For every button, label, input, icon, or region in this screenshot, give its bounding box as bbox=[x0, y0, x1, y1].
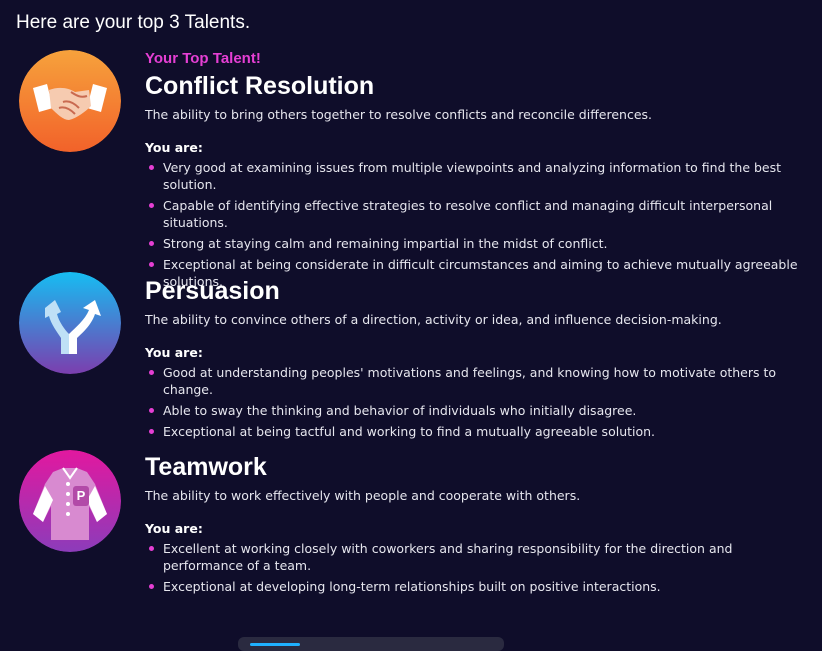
trait-list: Good at understanding peoples' motivatio… bbox=[145, 364, 805, 440]
list-item: Very good at examining issues from multi… bbox=[145, 159, 805, 193]
talent-content: Teamwork The ability to work effectively… bbox=[145, 452, 805, 599]
fork-arrows-icon bbox=[19, 272, 121, 374]
you-are-label: You are: bbox=[145, 521, 203, 536]
talent-title: Conflict Resolution bbox=[145, 72, 375, 100]
talent-title: Teamwork bbox=[145, 453, 267, 481]
talent-title: Persuasion bbox=[145, 277, 280, 305]
bottom-scroll-bar[interactable] bbox=[238, 637, 504, 651]
list-item: Able to sway the thinking and behavior o… bbox=[145, 402, 805, 419]
jacket-letter: P bbox=[76, 488, 86, 503]
talent-content: Your Top Talent! Conflict Resolution The… bbox=[145, 50, 805, 294]
scroll-accent bbox=[250, 643, 300, 646]
trait-list: Excellent at working closely with cowork… bbox=[145, 540, 805, 595]
handshake-icon bbox=[19, 50, 121, 152]
page-title: Here are your top 3 Talents. bbox=[16, 12, 251, 33]
talent-content: Persuasion The ability to convince other… bbox=[145, 276, 805, 444]
list-item: Exceptional at developing long-term rela… bbox=[145, 578, 805, 595]
list-item: Exceptional at being considerate in diff… bbox=[145, 256, 805, 290]
list-item: Good at understanding peoples' motivatio… bbox=[145, 364, 805, 398]
you-are-label: You are: bbox=[145, 140, 203, 155]
list-item: Strong at staying calm and remaining imp… bbox=[145, 235, 805, 252]
top-talent-badge: Your Top Talent! bbox=[145, 50, 261, 67]
list-item: Capable of identifying effective strateg… bbox=[145, 197, 805, 231]
talent-description: The ability to bring others together to … bbox=[145, 107, 653, 122]
list-item: Excellent at working closely with cowork… bbox=[145, 540, 805, 574]
talent-description: The ability to convince others of a dire… bbox=[145, 312, 722, 327]
list-item: Exceptional at being tactful and working… bbox=[145, 423, 805, 440]
you-are-label: You are: bbox=[145, 345, 203, 360]
trait-list: Very good at examining issues from multi… bbox=[145, 159, 805, 290]
talent-description: The ability to work effectively with peo… bbox=[145, 488, 581, 503]
team-jacket-icon: P bbox=[19, 450, 121, 552]
